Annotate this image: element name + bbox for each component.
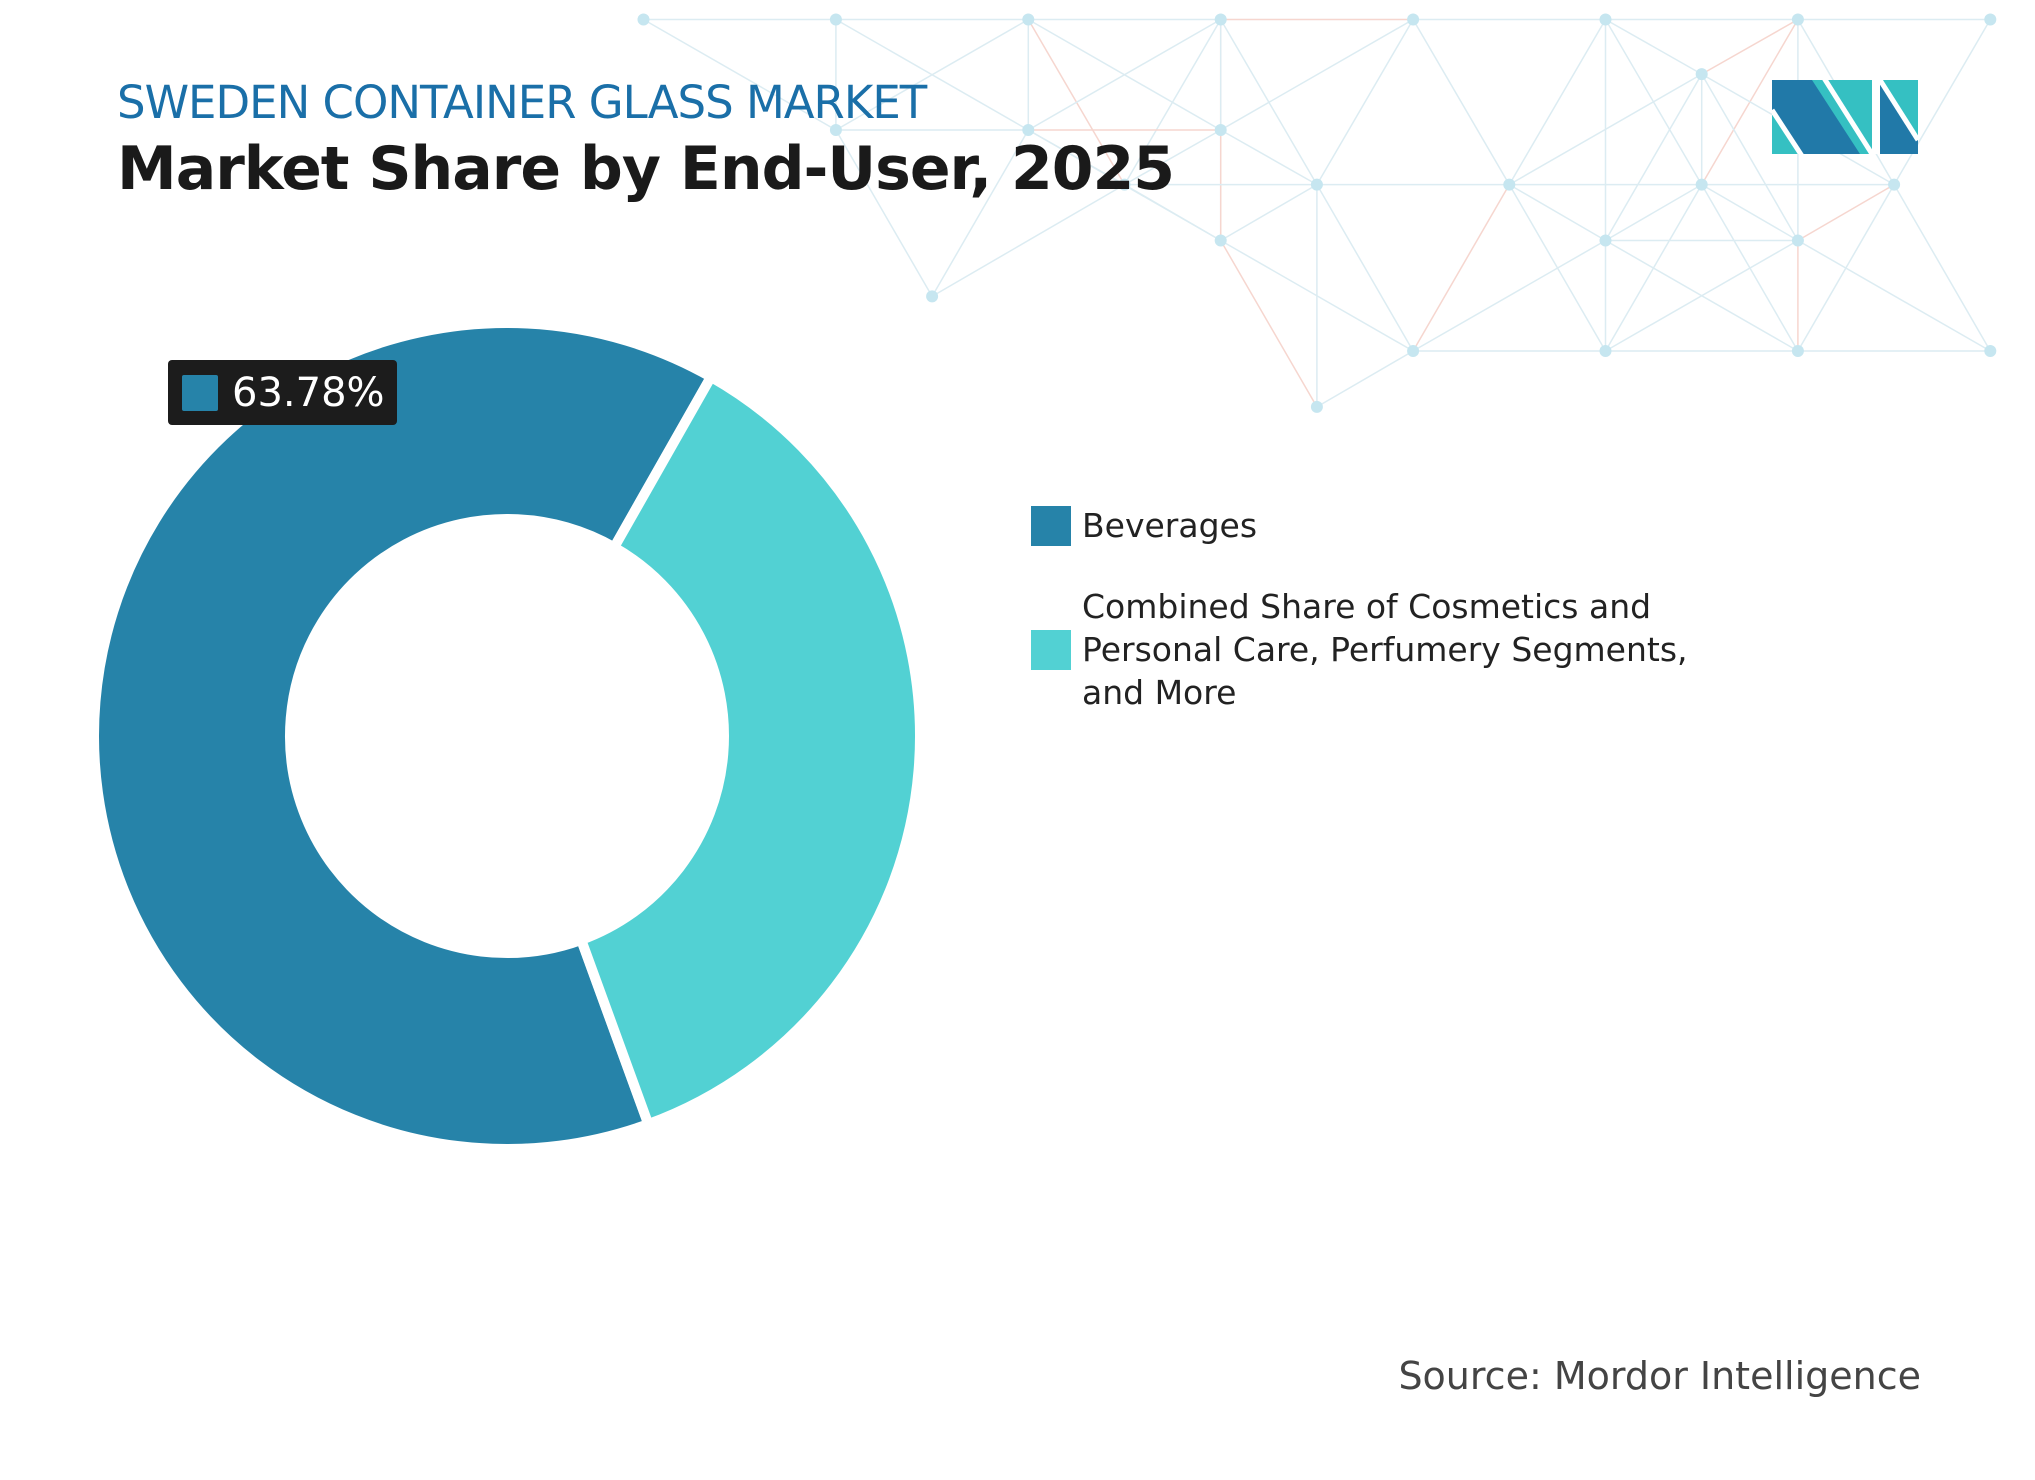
pattern-node [1791,13,1804,26]
pattern-node [926,290,939,303]
chart-subtitle: SWEDEN CONTAINER GLASS MARKET [117,76,927,129]
pattern-line [1508,19,1607,185]
pattern-line [1123,19,1222,185]
pattern-line [1701,183,1799,242]
pattern-line [1797,183,1895,242]
legend-label: Combined Share of Cosmetics and Personal… [1082,587,1688,712]
pattern-line [1604,73,1703,241]
legend-swatch [1031,505,1071,546]
pattern-node [1022,124,1035,136]
pattern-node [1599,345,1612,357]
pattern-node [1310,178,1323,191]
pattern-line [1124,129,1222,186]
legend-item-cosmetics-and-more[interactable]: Combined Share of Cosmetics and Personal… [1031,585,1751,714]
chart-title: Market Share by End-User, 2025 [117,134,1175,204]
pattern-node [1214,234,1227,247]
pattern-line [1027,18,1222,131]
pattern-node [1118,178,1131,191]
pattern-line [1412,239,1606,352]
pattern-line [931,129,1029,297]
legend-item-beverages[interactable]: Beverages [1031,504,1751,547]
pattern-line [1605,18,1703,75]
pattern-node [829,13,842,26]
pattern-line [931,183,1125,298]
pattern-line [1508,73,1703,186]
pattern-node [1791,345,1804,357]
source-note: Source: Mordor Intelligence [1398,1354,1921,1398]
pattern-line [1605,239,1799,352]
pattern-line [1893,184,1991,352]
data-label-swatch [182,374,218,411]
pattern-line [1605,183,1703,242]
pattern-node [1695,68,1708,81]
pattern-line [1220,183,1318,242]
pattern-node [1984,13,1997,26]
pattern-node [1407,13,1420,26]
pattern-line [1412,19,1510,185]
pattern-node [1599,234,1612,247]
legend-label: Beverages [1082,506,1258,545]
pattern-node [1022,13,1035,26]
donut-slice-cosmetics-and-more[interactable] [574,370,925,1131]
donut-slice-beverages[interactable] [88,318,718,1154]
pattern-line [1220,240,1318,408]
mordor-logo-icon [1772,80,1918,154]
pattern-node [1695,178,1708,191]
pattern-node [637,13,650,26]
pattern-node [1599,13,1612,26]
pattern-line [1797,239,1991,352]
pattern-node [1888,178,1901,191]
pattern-line [1701,18,1799,75]
data-label-beverages: 63.78% [168,360,397,425]
pattern-line [1316,350,1414,408]
pattern-line [1220,18,1414,131]
pattern-line [1124,183,1222,242]
pattern-node [1214,13,1227,26]
pattern-line [1316,184,1414,352]
pattern-node [1503,178,1516,191]
pattern-line [643,18,837,131]
pattern-node [1214,124,1227,136]
pattern-line [1412,184,1510,352]
pattern-node [829,124,842,136]
pattern-line [835,129,933,297]
legend-swatch [1031,629,1071,670]
pattern-line [1508,183,1606,242]
pattern-node [1791,234,1804,247]
pattern-line [1701,73,1799,241]
pattern-line [1220,239,1414,352]
pattern-line [835,18,1029,131]
pattern-node [1310,400,1323,413]
pattern-line [1316,19,1414,185]
pattern-node [1984,345,1997,357]
pattern-line [1220,129,1318,186]
data-label-value: 63.78% [232,369,385,416]
pattern-line [1893,19,1991,185]
pattern-node [1407,345,1420,357]
